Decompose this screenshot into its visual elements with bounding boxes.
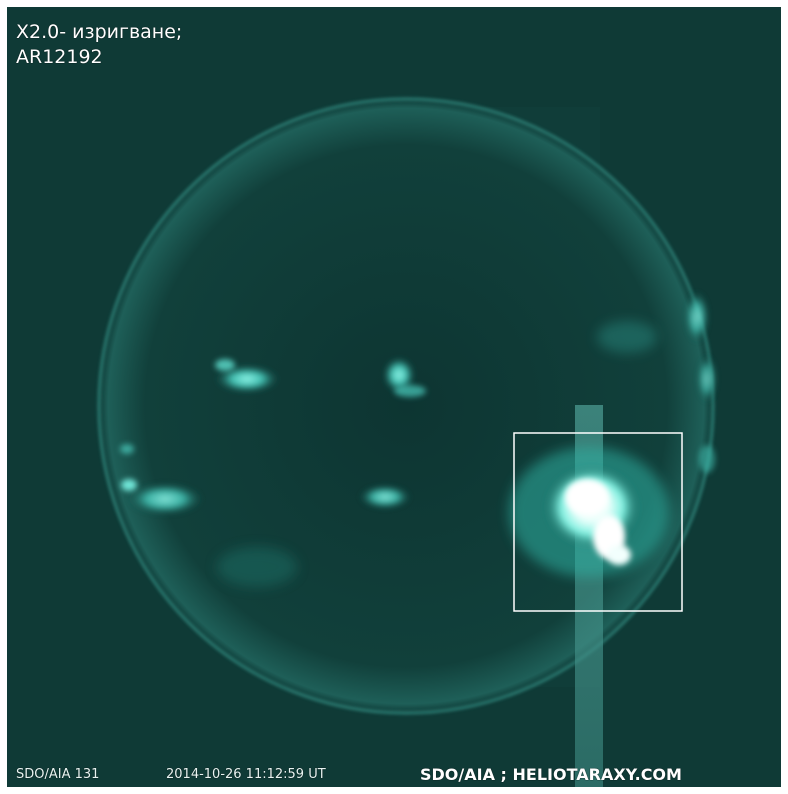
flare-region: [509, 447, 669, 577]
solar-image: X2.0- изригване; AR12192 SDO/AIA 131 201…: [7, 7, 781, 787]
sun-disk: [99, 99, 713, 713]
sun-disk-graphic: [7, 7, 781, 787]
image-title-line1: X2.0- изригване;: [16, 21, 183, 43]
timestamp-label: 2014-10-26 11:12:59 UT: [166, 767, 326, 782]
highlight-box: [513, 432, 683, 612]
image-title-line2: AR12192: [16, 46, 103, 68]
active-regions: [120, 291, 717, 587]
instrument-label: SDO/AIA 131: [16, 767, 100, 782]
sun-limb: [97, 97, 715, 715]
credit-label: SDO/AIA ; HELIOTARAXY.COM: [420, 765, 682, 784]
